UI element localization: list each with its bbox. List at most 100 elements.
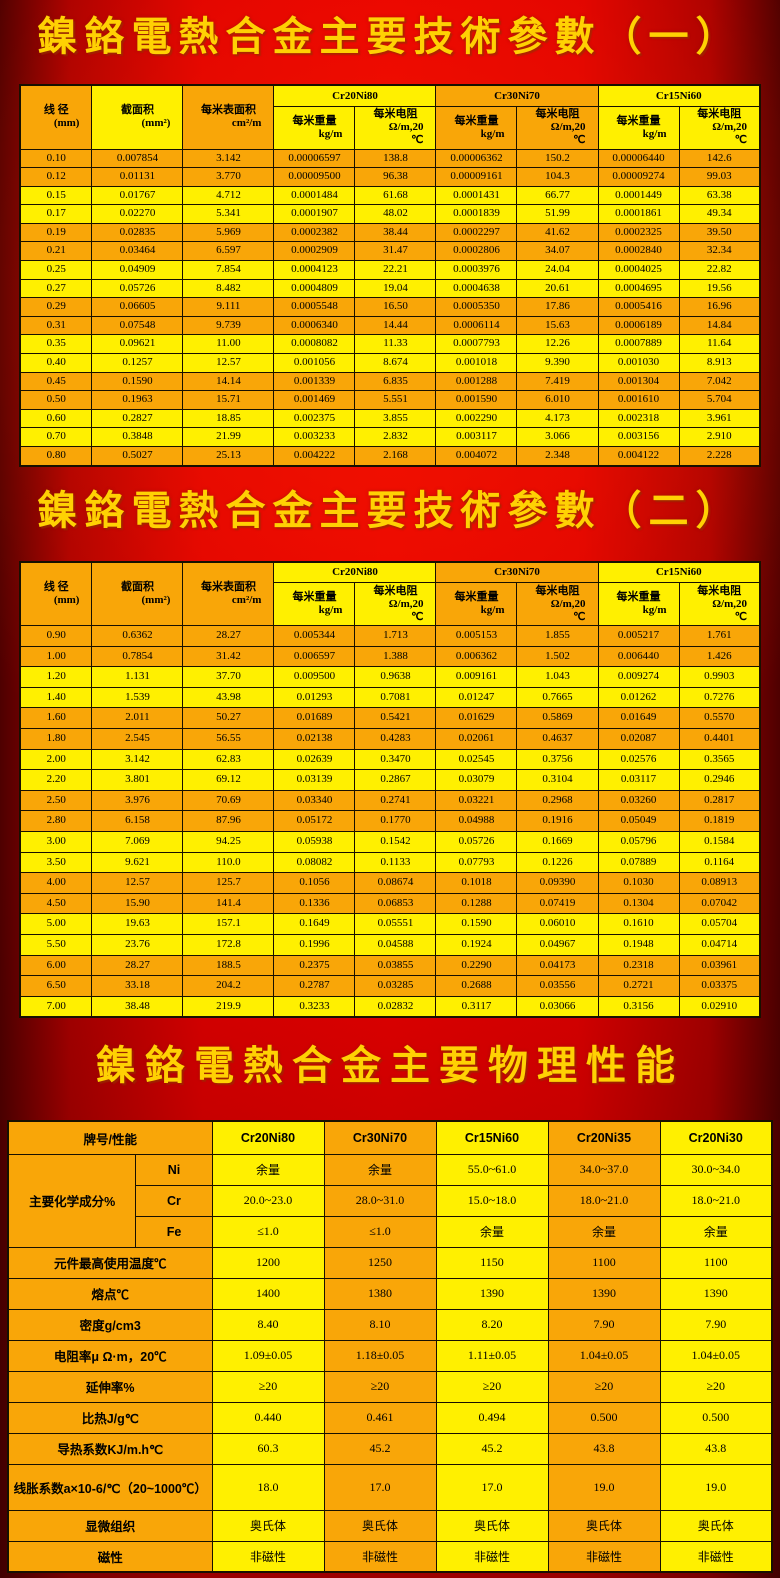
resistance-per-meter-header: 每米电阻 Ω/m,20 ℃ <box>678 105 761 150</box>
value-cell: 28.27 <box>91 954 184 977</box>
physical-props-table: 牌号/性能 Cr20Ni80 Cr30Ni70 Cr15Ni60 Cr20Ni35 Cr2… <box>6 1120 773 1574</box>
tech-subheader-row: 每米重量 kg/m 每米电阻 Ω/m,20 ℃ 每米重量 kg/m 每米电阻 Ω/m,20 ℃ 每米… <box>20 105 761 150</box>
value-cell: 0.0004025 <box>597 260 680 280</box>
value-cell: 0.1770 <box>354 810 437 833</box>
diameter-cell: 0.17 <box>19 204 93 224</box>
value-cell: 0.1924 <box>435 934 518 956</box>
chemical-value-cell: 15.0~18.0 <box>435 1184 549 1217</box>
diameter-cell: 0.12 <box>19 167 93 187</box>
value-cell: 0.02087 <box>597 728 680 750</box>
value-cell: 15.63 <box>516 315 599 336</box>
value-cell: 3.142 <box>91 748 184 771</box>
chemical-value-cell: 18.0~21.0 <box>547 1184 661 1217</box>
value-cell: 0.00006440 <box>597 148 680 169</box>
table-row: 6.50 33.18 204.2 0.2787 0.03285 0.2688 0.03556… <box>19 975 761 997</box>
value-cell: 0.001339 <box>273 371 356 392</box>
value-cell: 3.961 <box>678 408 761 429</box>
property-row: 延伸率% ≥20 ≥20 ≥20 ≥20 ≥20 <box>7 1370 773 1403</box>
value-cell: 19.04 <box>354 278 437 299</box>
value-cell: 0.03221 <box>435 789 518 812</box>
value-cell: 31.42 <box>182 645 275 668</box>
value-cell: 0.09621 <box>91 334 184 355</box>
value-cell: 0.03285 <box>354 975 437 997</box>
value-cell: 9.739 <box>182 315 275 336</box>
resistance-per-meter-header: 每米电阻 Ω/m,20 ℃ <box>516 582 599 627</box>
value-cell: 0.03961 <box>678 954 761 977</box>
diameter-cell: 2.80 <box>19 810 93 833</box>
alloy-group-header: Cr20Ni80 <box>273 84 437 107</box>
value-cell: 0.0005548 <box>273 297 356 317</box>
value-cell: 0.02576 <box>597 748 680 771</box>
value-cell: 0.001610 <box>597 390 680 410</box>
value-cell: 0.06010 <box>516 913 599 935</box>
value-cell: 2.228 <box>678 445 761 467</box>
value-cell: 17.86 <box>516 297 599 317</box>
value-cell: 1.131 <box>91 666 184 688</box>
weight-per-meter-header: 每米重量 kg/m <box>597 105 680 150</box>
value-cell: 96.38 <box>354 167 437 187</box>
chemical-row: 主要化学成分% Ni 余量 余量 55.0~61.0 34.0~37.0 30.0~34.0 <box>7 1153 773 1248</box>
diameter-cell: 1.80 <box>19 728 93 750</box>
value-cell: 1.713 <box>354 625 437 647</box>
diameter-cell: 0.15 <box>19 185 93 206</box>
value-cell: 12.26 <box>516 334 599 355</box>
value-cell: 0.02639 <box>273 748 356 771</box>
value-cell: 0.007854 <box>91 148 184 169</box>
diameter-cell: 0.40 <box>19 353 93 373</box>
value-cell: 0.0002382 <box>273 222 356 243</box>
property-row: 磁性 非磁性 非磁性 非磁性 非磁性 非磁性 <box>7 1540 773 1573</box>
chemical-value-cell: 余量 <box>659 1215 773 1248</box>
element-label: Ni <box>135 1153 213 1186</box>
property-value-cell: 1.04±0.05 <box>547 1339 661 1372</box>
value-cell: 0.07548 <box>91 315 184 336</box>
value-cell: 0.05726 <box>91 278 184 299</box>
property-value-cell: 0.500 <box>547 1401 661 1434</box>
value-cell: 0.0002840 <box>597 241 680 262</box>
value-cell: 5.551 <box>354 390 437 410</box>
value-cell: 11.00 <box>182 334 275 355</box>
diameter-cell: 0.60 <box>19 408 93 429</box>
property-row: 电阻率μ Ω·m，20℃ 1.09±0.05 1.18±0.05 1.11±0.05 1… <box>7 1339 773 1372</box>
table-row: 1.80 2.545 56.55 0.02138 0.4283 0.02061 0.4637… <box>19 728 761 750</box>
value-cell: 0.9903 <box>678 666 761 688</box>
table-row: 5.50 23.76 172.8 0.1996 0.04588 0.1924 0.04967… <box>19 934 761 956</box>
value-cell: 9.621 <box>91 851 184 874</box>
property-value-cell: 43.8 <box>659 1432 773 1465</box>
value-cell: 0.1996 <box>273 934 356 956</box>
property-row: 密度g/cm3 8.40 8.10 8.20 7.90 7.90 <box>7 1308 773 1341</box>
value-cell: 0.2290 <box>435 954 518 977</box>
value-cell: 0.002318 <box>597 408 680 429</box>
value-cell: 19.56 <box>678 278 761 299</box>
value-cell: 0.02545 <box>435 748 518 771</box>
table-row: 0.12 0.01131 3.770 0.00009500 96.38 0.0000916… <box>19 167 761 187</box>
value-cell: 3.855 <box>354 408 437 429</box>
property-value-cell: 奥氏体 <box>323 1509 437 1542</box>
grade-property-header: 牌号/性能 <box>7 1120 213 1155</box>
property-value-cell: 非磁性 <box>323 1540 437 1573</box>
property-value-cell: 1200 <box>211 1246 325 1279</box>
value-cell: 14.44 <box>354 315 437 336</box>
value-cell: 0.0001449 <box>597 185 680 206</box>
value-cell: 15.71 <box>182 390 275 410</box>
table-row: 1.20 1.131 37.70 0.009500 0.9638 0.009161 1.04… <box>19 666 761 688</box>
value-cell: 0.08913 <box>678 872 761 894</box>
property-value-cell: 0.461 <box>323 1401 437 1434</box>
chemical-value-cell: 30.0~34.0 <box>659 1153 773 1186</box>
value-cell: 0.5421 <box>354 707 437 730</box>
alloy-column-header: Cr20Ni30 <box>659 1120 773 1155</box>
value-cell: 0.05796 <box>597 831 680 853</box>
value-cell: 1.761 <box>678 625 761 647</box>
value-cell: 0.1257 <box>91 353 184 373</box>
value-cell: 69.12 <box>182 769 275 791</box>
diameter-cell: 0.90 <box>19 625 93 647</box>
value-cell: 0.1669 <box>516 831 599 853</box>
property-label: 密度g/cm3 <box>7 1308 213 1341</box>
chemical-value-cell: 余量 <box>323 1153 437 1186</box>
value-cell: 51.99 <box>516 204 599 224</box>
value-cell: 0.3848 <box>91 427 184 447</box>
value-cell: 0.009161 <box>435 666 518 688</box>
value-cell: 3.976 <box>91 789 184 812</box>
property-row: 导热系数KJ/m.h℃ 60.3 45.2 45.2 43.8 43.8 <box>7 1432 773 1465</box>
property-value-cell: 1150 <box>435 1246 549 1279</box>
value-cell: 9.390 <box>516 353 599 373</box>
